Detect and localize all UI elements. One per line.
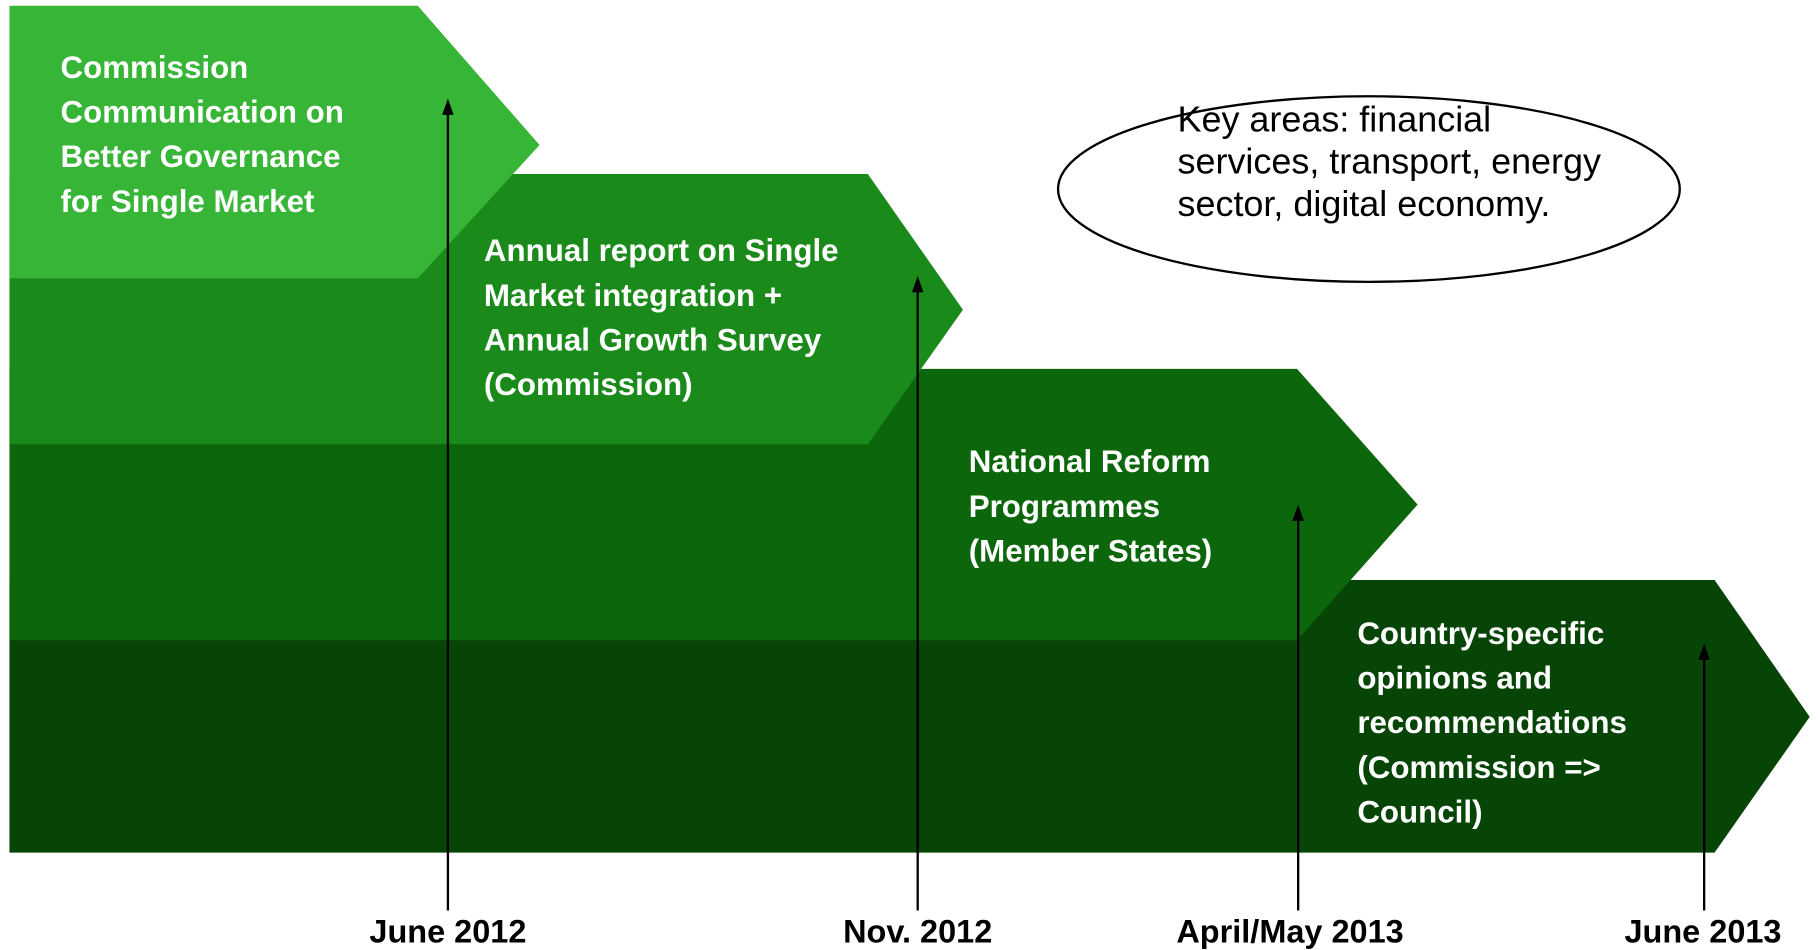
step-text: (Commission) xyxy=(484,367,693,402)
date-label: April/May 2013 xyxy=(1176,913,1403,949)
step-text: Market integration + xyxy=(484,278,782,313)
step-4-arrow xyxy=(9,579,1810,853)
date-label: June 2012 xyxy=(369,913,526,949)
step-text: for Single Market xyxy=(60,184,314,219)
texts: Commission Communication on Better Governa… xyxy=(60,50,1781,949)
step-text: recommendations xyxy=(1357,705,1627,740)
note-ellipse xyxy=(1056,95,1681,284)
step-text: (Commission => xyxy=(1357,750,1600,785)
step-text: Council) xyxy=(1357,795,1482,830)
step-text: Better Governance xyxy=(60,139,340,174)
step-text: Programmes xyxy=(969,489,1160,524)
step-text: opinions and xyxy=(1357,661,1552,696)
step-text: Communication on xyxy=(60,95,343,130)
step-text: Commission xyxy=(60,50,248,85)
timeline-arrow-head xyxy=(911,276,924,293)
step-text: Annual Growth Survey xyxy=(484,322,822,357)
note-text: Key areas: financial xyxy=(1178,98,1492,139)
note-text: services, transport, energy xyxy=(1178,141,1601,182)
timeline-arrows xyxy=(442,98,1710,911)
note-text: sector, digital economy. xyxy=(1178,183,1551,224)
timeline-arrow-head xyxy=(442,98,454,115)
step-text: National Reform xyxy=(969,444,1211,479)
date-label: June 2013 xyxy=(1624,913,1781,949)
step-text: Country-specific xyxy=(1357,616,1604,651)
timeline-arrow-head xyxy=(1292,504,1304,521)
timeline-arrow-head xyxy=(1698,643,1710,661)
step-text: (Member States) xyxy=(969,534,1212,569)
step-1-arrow xyxy=(9,5,540,279)
date-label: Nov. 2012 xyxy=(843,913,992,949)
step-text: Annual report on Single xyxy=(484,233,839,268)
